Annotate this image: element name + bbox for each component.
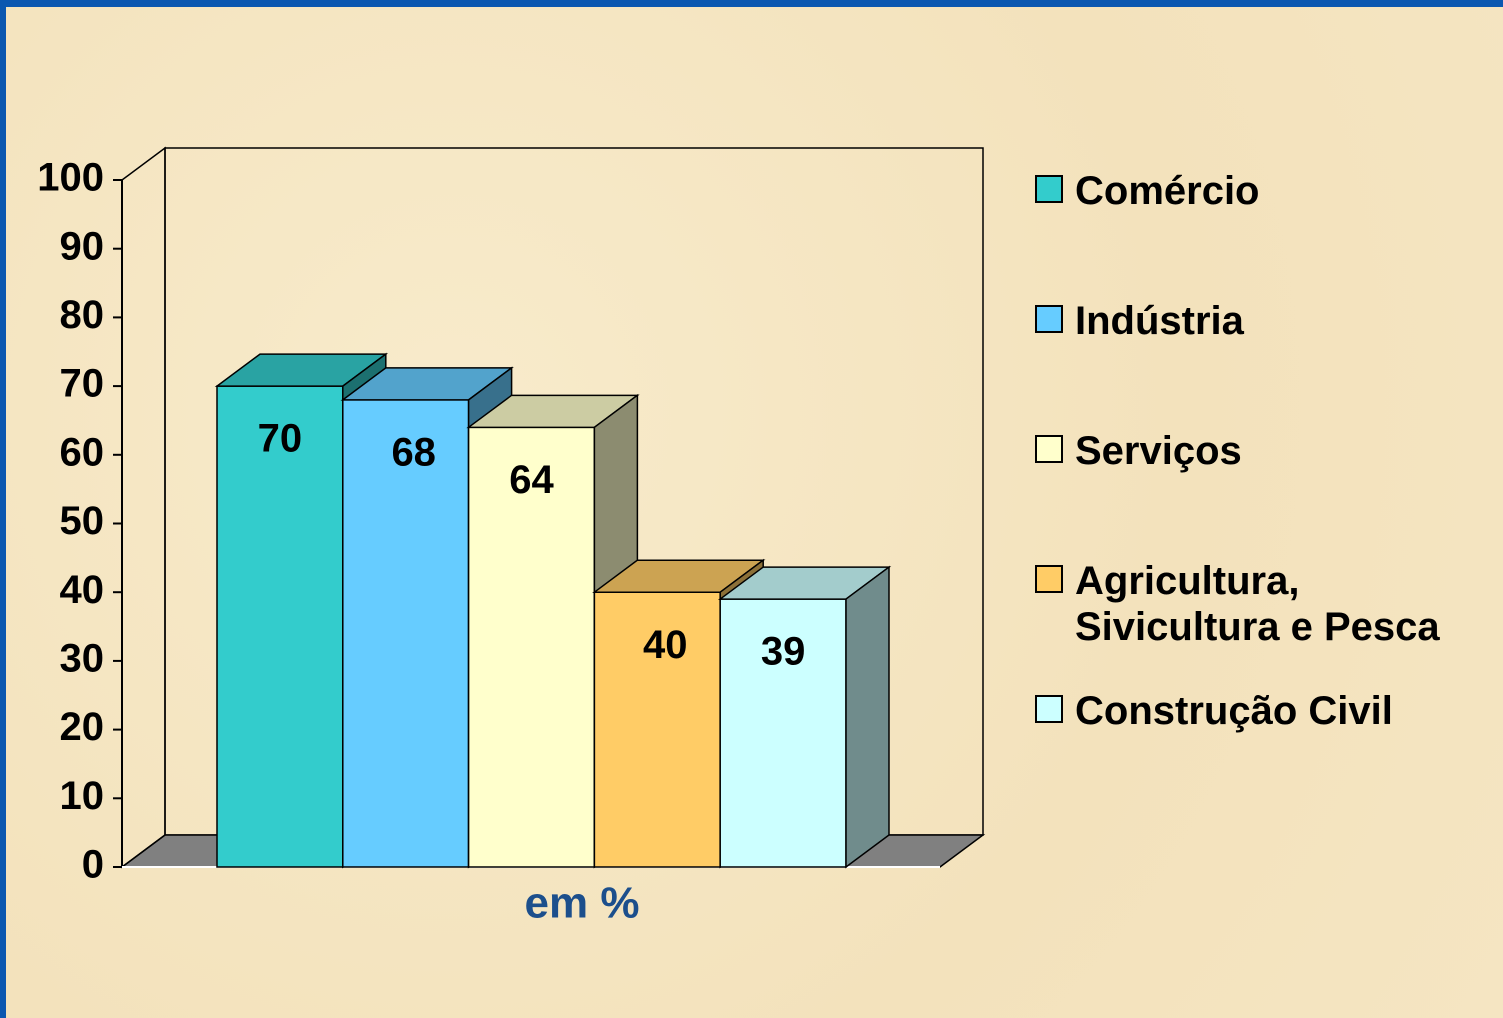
- legend-label: Comércio: [1075, 169, 1260, 213]
- bar-front: [719, 598, 847, 868]
- legend-label: Indústria: [1075, 299, 1244, 343]
- legend-item: Construção Civil: [1035, 688, 1503, 734]
- y-tick-label: 100: [37, 156, 104, 200]
- legend-swatch: [1035, 435, 1063, 463]
- value-label: 68: [391, 430, 436, 474]
- legend-swatch: [1035, 305, 1063, 333]
- y-tick-label: 0: [82, 843, 104, 887]
- value-label: 64: [509, 458, 554, 502]
- legend-swatch: [1035, 695, 1063, 723]
- value-label: 70: [258, 417, 303, 461]
- y-tick-label: 70: [60, 362, 105, 406]
- y-tick-label: 10: [60, 774, 105, 818]
- value-label: 40: [643, 623, 688, 667]
- legend-item: Agricultura, Sivicultura e Pesca: [1035, 558, 1503, 650]
- legend-item: Comércio: [1035, 168, 1503, 214]
- bar-front: [593, 591, 721, 868]
- y-tick-label: 50: [60, 499, 105, 543]
- bar-front: [342, 399, 470, 868]
- legend-label: Agricultura, Sivicultura e Pesca: [1075, 559, 1440, 649]
- y-tick-label: 90: [60, 224, 105, 268]
- legend-swatch: [1035, 175, 1063, 203]
- y-tick-label: 80: [60, 293, 105, 337]
- legend-label: Serviços: [1075, 429, 1242, 473]
- y-tick-label: 30: [60, 636, 105, 680]
- side-wall: [121, 146, 166, 869]
- legend-item: Indústria: [1035, 298, 1503, 344]
- x-axis-label: em %: [525, 879, 640, 928]
- bar-side: [845, 565, 890, 869]
- legend-item: Serviços: [1035, 428, 1503, 474]
- legend-swatch: [1035, 565, 1063, 593]
- y-tick-label: 20: [60, 705, 105, 749]
- bar-front: [467, 426, 596, 868]
- y-tick-label: 60: [60, 430, 105, 474]
- legend-label: Construção Civil: [1075, 689, 1393, 733]
- bar-front: [216, 385, 344, 868]
- y-tick-label: 40: [60, 568, 105, 612]
- value-label: 39: [761, 630, 806, 674]
